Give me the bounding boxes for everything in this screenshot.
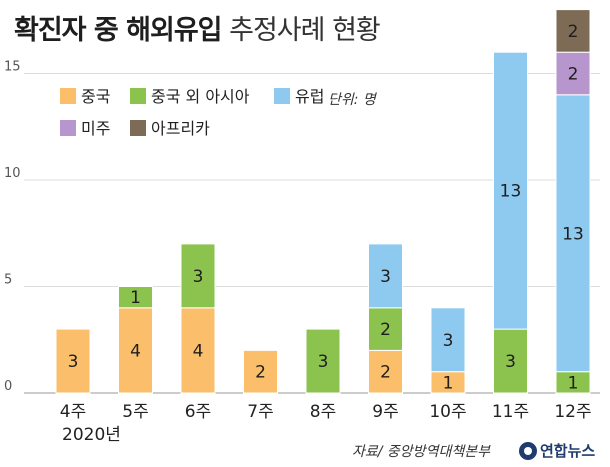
- data-label: 3: [505, 352, 516, 372]
- bar-segment: [243, 349, 278, 394]
- x-tick-label: 9주: [372, 402, 398, 422]
- x-tick-label: 10주: [429, 402, 466, 422]
- x-axis-ticks: 4주 5주 6주 7주 8주 9주 10주 11주 12주: [60, 402, 592, 422]
- data-label: 1: [568, 373, 579, 393]
- bar-segment: [118, 286, 153, 309]
- bar-segment: [493, 51, 528, 330]
- chart-title-bold: 확진자 중 해외유입: [14, 15, 223, 46]
- data-label: 1: [130, 288, 141, 308]
- data-label: 4: [130, 341, 141, 361]
- legend-swatch: [274, 88, 290, 104]
- y-tick-label: 15: [4, 60, 21, 75]
- bar-segment: [555, 9, 591, 53]
- x-tick-label: 7주: [247, 402, 273, 422]
- data-label: 3: [380, 267, 391, 287]
- legend-swatch: [130, 120, 146, 136]
- legend-swatch: [60, 88, 76, 104]
- x-tick-label: 11주: [492, 402, 529, 422]
- yonhap-logo-text: 연합뉴스: [540, 442, 595, 460]
- bar-segment: [368, 307, 403, 351]
- bar-segment: [55, 328, 91, 394]
- data-label: 3: [193, 267, 204, 287]
- data-label: 1: [443, 373, 454, 393]
- chart-title: 확진자 중 해외유입 추정사례 현황: [14, 8, 381, 47]
- legend-label: 유럽: [295, 87, 324, 106]
- bar-segment: [180, 307, 216, 394]
- x-tick-label: 12주: [554, 402, 591, 422]
- legend-label: 중국 외 아시아: [151, 87, 250, 106]
- bar-segment: [555, 94, 591, 373]
- legend-label: 중국: [81, 87, 110, 106]
- bar-segment: [180, 243, 216, 309]
- chart-title-light: 추정사례 현황: [229, 15, 381, 46]
- bar-segment: [305, 328, 341, 394]
- data-label: 2: [568, 22, 579, 42]
- legend-swatch: [60, 120, 76, 136]
- data-label: 2: [568, 65, 579, 85]
- y-tick-label: 5: [4, 273, 12, 288]
- y-axis-ticks: 0 5 10 15: [4, 60, 21, 395]
- y-tick-label: 10: [4, 166, 21, 181]
- x-tick-label: 8주: [310, 402, 336, 422]
- unit-label: 단위: 명: [328, 92, 378, 108]
- data-label: 13: [500, 182, 522, 202]
- data-label: 3: [318, 352, 329, 372]
- data-label: 2: [255, 363, 266, 383]
- legend-label: 미주: [81, 119, 110, 138]
- bar-segment: [118, 307, 153, 394]
- legend-label: 아프리카: [151, 119, 210, 138]
- source-text: 자료/ 중앙방역대책본부: [352, 444, 491, 460]
- data-label: 4: [193, 341, 204, 361]
- year-label: 2020년: [62, 425, 121, 445]
- x-tick-label: 5주: [122, 402, 148, 422]
- data-label: 2: [380, 320, 391, 340]
- legend-swatch: [130, 88, 146, 104]
- yonhap-logo: 연합뉴스: [519, 442, 595, 460]
- data-label: 2: [380, 363, 391, 383]
- bar-segment: [368, 243, 403, 309]
- bar-segment: [430, 307, 466, 373]
- data-label: 3: [68, 352, 79, 372]
- data-label: 3: [443, 331, 454, 351]
- x-tick-label: 6주: [185, 402, 211, 422]
- data-label: 13: [562, 224, 584, 244]
- bar-segment: [368, 349, 403, 394]
- y-tick-label: 0: [4, 379, 12, 394]
- x-tick-label: 4주: [60, 402, 86, 422]
